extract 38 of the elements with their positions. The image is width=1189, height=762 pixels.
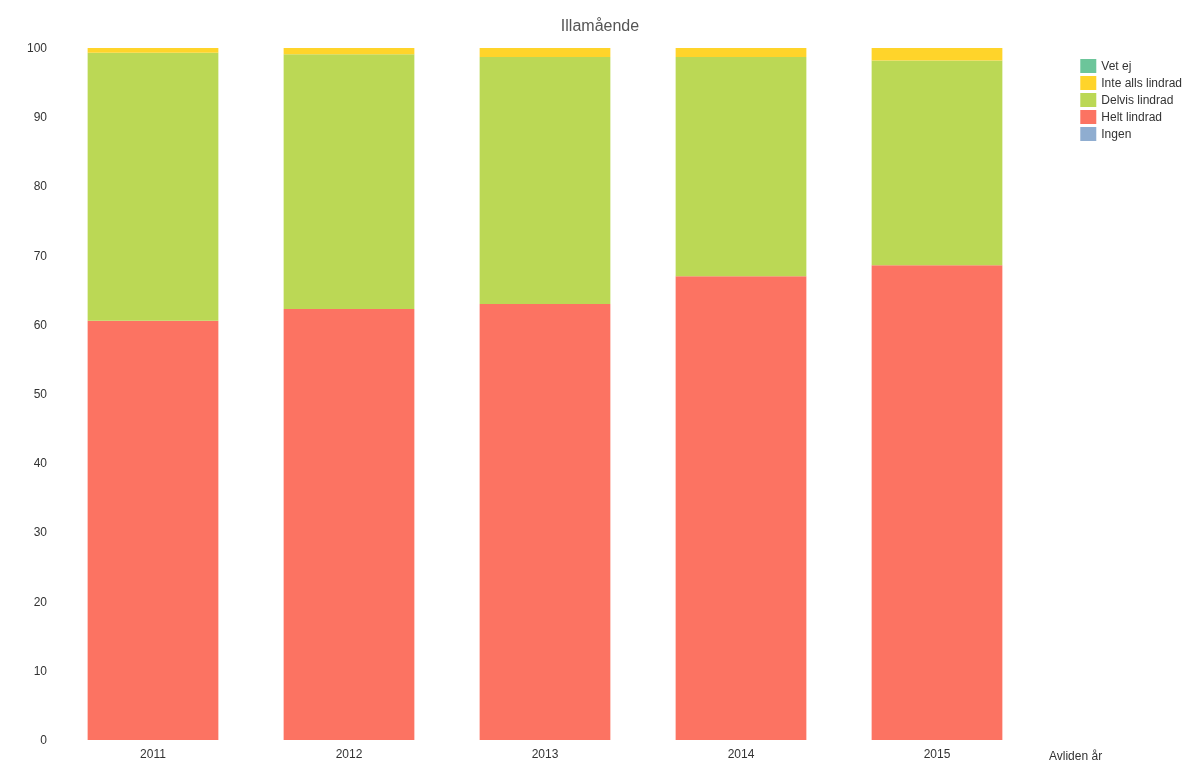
bar (675, 276, 807, 740)
y-tick-label: 30 (33, 525, 48, 540)
y-tick-label: 70 (33, 248, 48, 263)
x-axis-title: Avliden år (1049, 749, 1103, 762)
legend-label: Inte alls lindrad (1101, 76, 1183, 90)
chart-title: Illamående (560, 16, 640, 34)
x-tick-label: 2012 (335, 747, 363, 761)
x-tick-label: 2011 (140, 747, 167, 761)
bar (479, 48, 611, 57)
y-tick-label: 0 (40, 733, 48, 747)
y-tick-label: 10 (33, 663, 48, 678)
bar (675, 48, 807, 57)
bar (479, 304, 611, 740)
legend-label: Vet ej (1101, 59, 1132, 73)
bar (675, 57, 807, 277)
y-tick-label: 80 (33, 179, 48, 194)
legend-label: Ingen (1101, 127, 1132, 141)
bar (283, 308, 415, 740)
y-tick-label: 50 (33, 387, 48, 401)
y-tick-label: 100 (26, 41, 48, 55)
bar (871, 265, 1003, 740)
y-tick-label: 60 (33, 317, 48, 332)
bar (87, 48, 219, 53)
y-tick-label: 90 (33, 110, 48, 125)
y-tick-label: 40 (33, 456, 48, 471)
bar (283, 54, 415, 309)
legend-label: Helt lindrad (1101, 110, 1162, 124)
bar (87, 52, 219, 321)
bar (87, 320, 219, 740)
bar (871, 60, 1003, 266)
bar (283, 48, 415, 55)
bar (871, 48, 1003, 61)
x-tick-label: 2013 (531, 747, 559, 761)
x-tick-label: 2015 (923, 747, 951, 761)
bar (479, 57, 611, 305)
legend-label: Delvis lindrad (1101, 93, 1174, 107)
x-tick-label: 2014 (727, 747, 755, 761)
y-tick-label: 20 (33, 594, 48, 609)
